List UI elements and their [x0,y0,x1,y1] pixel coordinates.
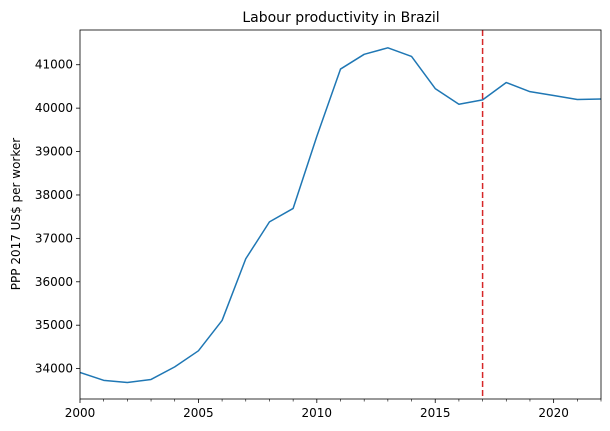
y-tick-label: 39000 [35,145,73,159]
x-tick-label: 2000 [65,406,96,420]
y-tick-label: 41000 [35,58,73,72]
plot-area: 2000 2005 2010 2015 2020 34000 35000 36000 37000… [35,29,602,420]
y-tick-label: 37000 [35,231,73,245]
x-tick-label: 2010 [302,406,333,420]
y-tick-label: 38000 [35,188,73,202]
y-tick-label: 34000 [35,362,73,376]
y-tick-label: 40000 [35,101,73,115]
y-tick-label: 36000 [35,275,73,289]
x-tick-label: 2020 [538,406,569,420]
axes-frame [79,29,602,400]
x-tick-label: 2005 [183,406,214,420]
x-tick-label: 2015 [420,406,451,420]
y-axis-label: PPP 2017 US$ per worker [9,138,23,290]
series-line-0 [80,47,601,384]
chart-title: Labour productivity in Brazil [242,10,439,26]
y-tick-label: 35000 [35,318,73,332]
